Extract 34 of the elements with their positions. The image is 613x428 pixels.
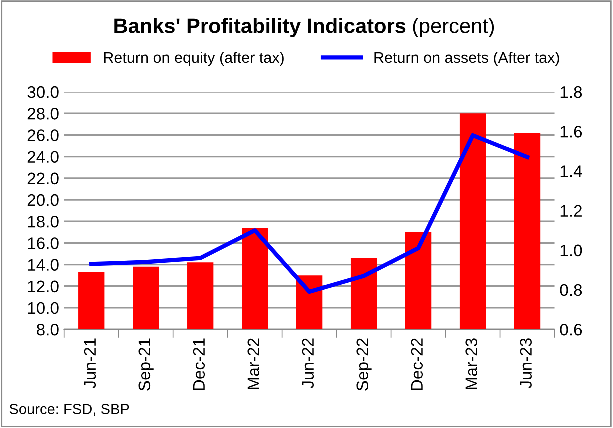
x-tick-label: Jun-22 <box>302 338 314 389</box>
y-tick-label: 22.0 <box>28 172 59 185</box>
y-tick-label: 26.0 <box>28 130 59 142</box>
chart-title: Banks' Profitability Indicators <box>114 18 406 38</box>
y-tick-label: 14.0 <box>28 259 59 271</box>
y2-tick-label: 0.8 <box>560 284 582 296</box>
y-tick-label: 18.0 <box>28 216 59 228</box>
y-tick-label: 8.0 <box>37 324 59 336</box>
x-tick-label: Jun-21 <box>84 338 96 389</box>
x-tick-label: Sep-21 <box>138 338 154 391</box>
x-tick-label: Sep-22 <box>356 338 372 391</box>
y2-tick-label: 1.2 <box>560 205 582 217</box>
y2-tick-label: 1.4 <box>560 166 582 178</box>
y-tick-label: 16.0 <box>28 238 59 250</box>
x-tick-label: Jun-23 <box>520 338 532 389</box>
y2-tick-label: 1.8 <box>560 86 582 98</box>
x-tick-label: Mar-22 <box>248 338 260 390</box>
y2-tick-label: 1.0 <box>560 244 582 257</box>
x-tick-label: Dec-22 <box>411 338 424 390</box>
y-tick-label: 10.0 <box>28 302 59 314</box>
legend-label: Return on assets (After tax) <box>374 52 560 66</box>
line-series <box>90 133 530 294</box>
y-tick-label: 24.0 <box>28 151 59 164</box>
y-tick-label: 12.0 <box>28 280 59 293</box>
x-tick-label: Dec-21 <box>193 338 206 390</box>
x-tick-label: Mar-23 <box>466 338 478 390</box>
y-tick-label: 28.0 <box>28 108 59 120</box>
y-tick-label: 20.0 <box>28 194 59 206</box>
y-tick-label: 30.0 <box>28 86 59 98</box>
y2-tick-label: 0.6 <box>560 324 582 336</box>
source-note: Source: FSD, SBP <box>10 404 130 416</box>
legend-label: Return on equity (after tax) <box>104 52 284 66</box>
y2-tick-label: 1.6 <box>560 126 582 138</box>
chart-subtitle: (percent) <box>413 18 494 38</box>
